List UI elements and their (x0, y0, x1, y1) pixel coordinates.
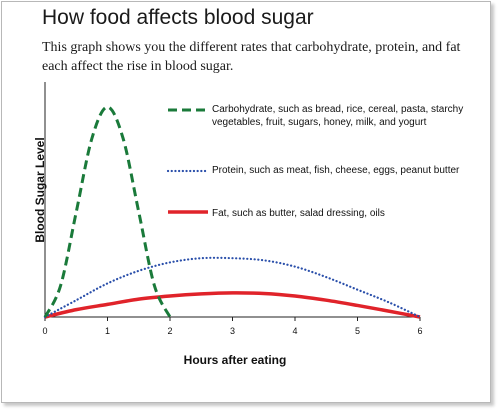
x-axis-label: Hours after eating (183, 353, 287, 367)
x-tick-label: 0 (42, 326, 47, 336)
legend-label-carbohydrate: Carbohydrate, such as bread, rice, cerea… (212, 104, 464, 128)
series-line-fat (44, 291, 421, 319)
x-tick-label: 5 (355, 326, 360, 336)
page-title: How food affects blood sugar (42, 6, 314, 29)
series-line-protein (43, 256, 422, 319)
figure-frame (1, 1, 491, 403)
x-tick-label: 4 (292, 326, 297, 336)
x-tick-label: 2 (167, 326, 172, 336)
page-subtitle: This graph shows you the different rates… (42, 40, 461, 74)
legend-label-protein: Protein, such as meat, fish, cheese, egg… (212, 165, 460, 176)
legend-label-fat: Fat, such as butter, salad dressing, oil… (212, 208, 385, 219)
x-tick-label: 3 (230, 326, 235, 336)
y-axis-label: Blood Sugar Level (33, 137, 47, 243)
series-line-carbohydrate (43, 105, 172, 318)
x-tick-label: 1 (105, 326, 110, 336)
x-tick-label: 6 (417, 326, 422, 336)
